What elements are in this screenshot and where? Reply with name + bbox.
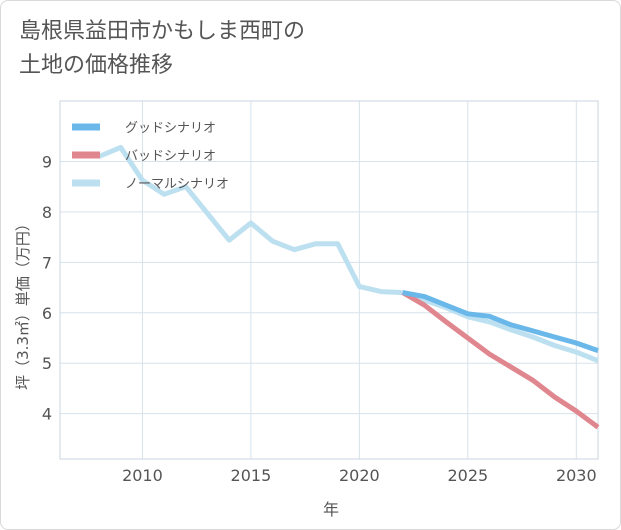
series-line-bad-scenario	[401, 290, 600, 430]
x-tick-label: 2020	[339, 466, 380, 485]
y-axis-ticks: 4 5 6 7 8 9	[42, 153, 52, 424]
page-title: 島根県益田市かもしま西町の 土地の価格推移	[19, 15, 379, 83]
y-tick-label: 6	[42, 304, 52, 323]
legend-label-good: グッドシナリオ	[125, 121, 216, 136]
x-tick-label: 2010	[122, 466, 163, 485]
plot-area	[59, 100, 599, 460]
x-tick-label: 2025	[447, 466, 488, 485]
vertical-gridlines	[141, 101, 577, 459]
x-tick-label: 2030	[556, 466, 597, 485]
horizontal-gridlines	[60, 161, 598, 415]
y-axis-label: 坪（3.3㎡）単価（万円）	[14, 216, 32, 390]
y-tick-label: 5	[42, 354, 52, 373]
series-line-normal-scenario	[98, 144, 599, 364]
series-lines	[98, 144, 600, 430]
x-axis-ticks: 2010 2015 2020 2025 2030	[122, 466, 597, 485]
x-tick-label: 2015	[231, 466, 272, 485]
series-line-good-scenario	[402, 290, 599, 353]
x-axis-label: 年	[323, 500, 339, 519]
y-tick-label: 4	[42, 405, 52, 424]
legend-label-bad: バッドシナリオ	[125, 149, 216, 164]
title-line-2: 土地の価格推移	[19, 53, 174, 78]
y-tick-label: 9	[42, 153, 52, 172]
legend-label-normal: ノーマルシナリオ	[125, 177, 229, 192]
y-tick-label: 8	[42, 203, 52, 222]
title-line-1: 島根県益田市かもしま西町の	[19, 19, 306, 44]
y-tick-label: 7	[42, 253, 52, 272]
